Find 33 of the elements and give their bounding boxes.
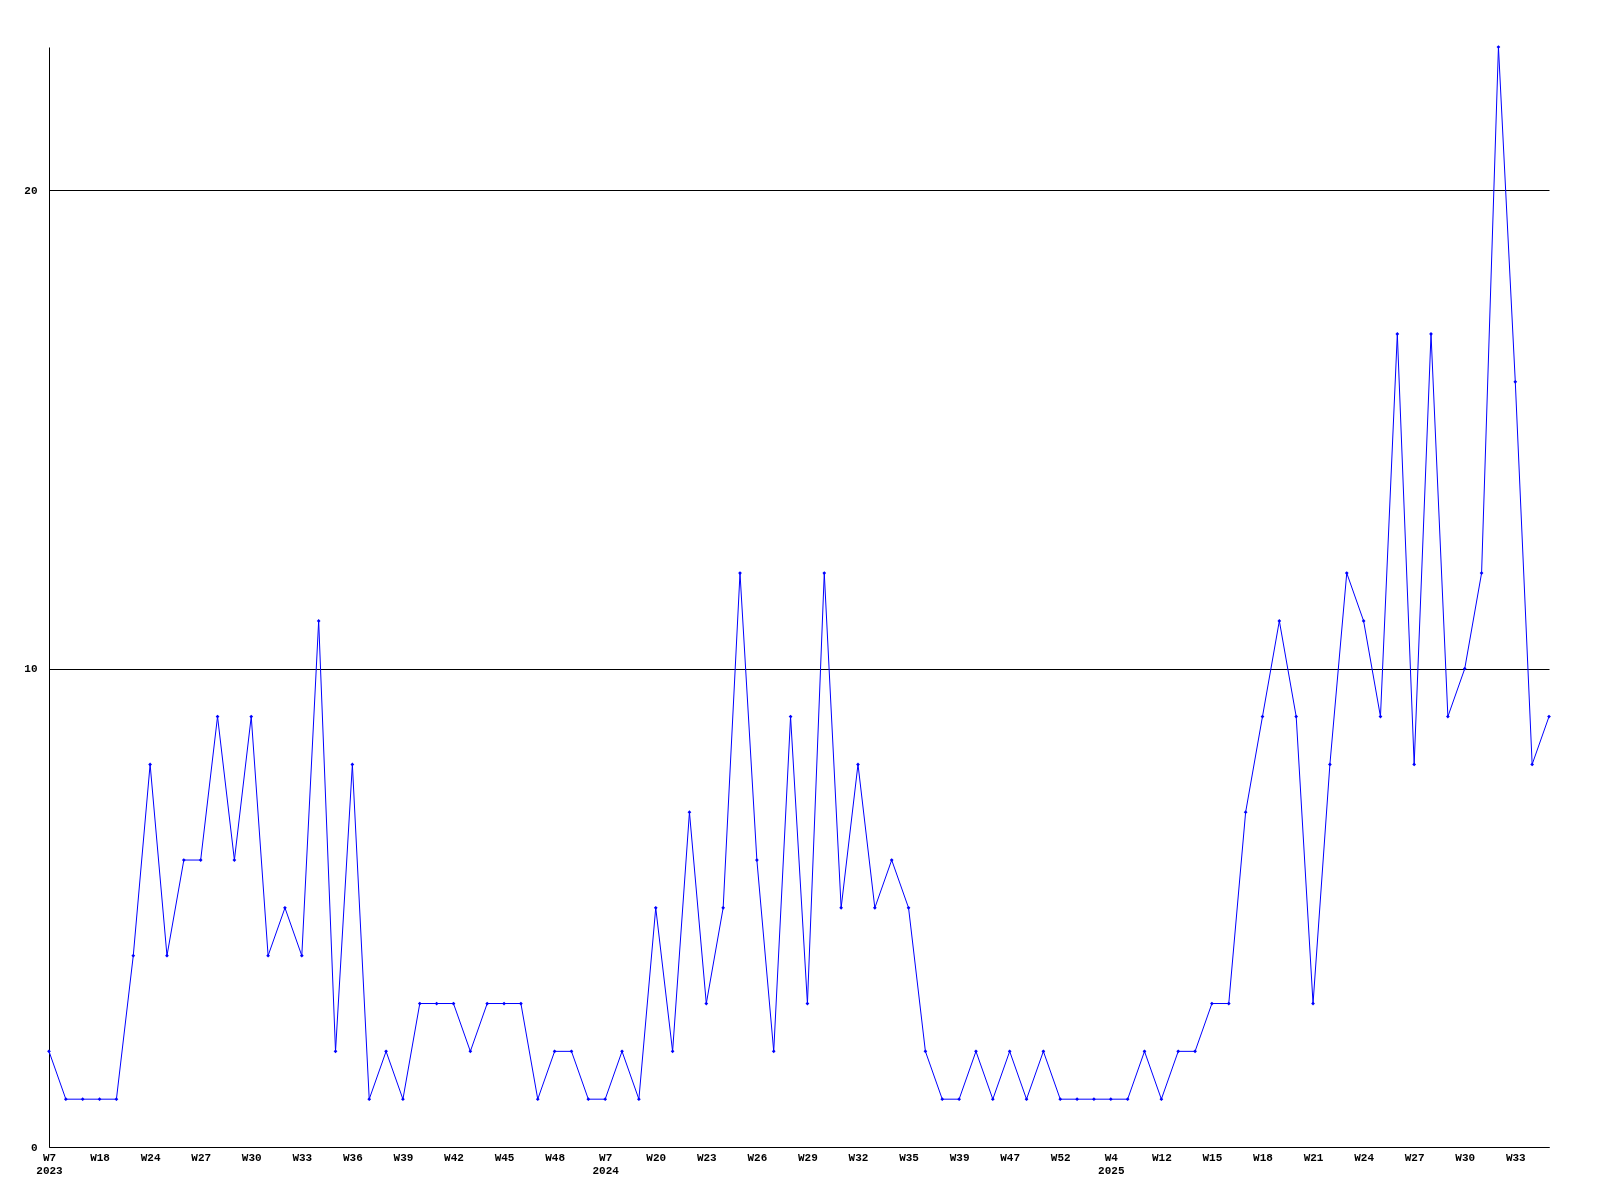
x-tick-label: W7 2023: [36, 1151, 64, 1177]
x-tick-label: W27: [1404, 1151, 1425, 1164]
x-tick-label: W39: [393, 1151, 414, 1164]
x-tick-label: W15: [1202, 1151, 1223, 1164]
x-tick-label: W7 2024: [592, 1151, 620, 1177]
x-tick-label: W47: [1000, 1151, 1021, 1164]
y-tick-label: 0: [30, 1141, 38, 1154]
x-tick-label: W21: [1303, 1151, 1324, 1164]
x-tick-label: W12: [1151, 1151, 1172, 1164]
y-tick-label: 10: [24, 663, 38, 676]
x-tick-label: W23: [696, 1151, 718, 1164]
x-tick-label: W36: [342, 1151, 363, 1164]
x-tick-label: W18: [90, 1151, 111, 1164]
x-tick-label: W35: [899, 1151, 920, 1164]
x-tick-label: W4 2025: [1098, 1151, 1125, 1177]
x-tick-label: W30: [1455, 1151, 1476, 1164]
x-tick-label: W24: [140, 1151, 161, 1164]
y-tick-label: 20: [24, 184, 38, 197]
x-tick-label: W24: [1354, 1151, 1375, 1164]
x-tick-label: W48: [545, 1151, 566, 1164]
x-tick-label: W18: [1253, 1151, 1274, 1164]
x-tick-label: W33: [1505, 1151, 1527, 1164]
x-tick-label: W33: [292, 1151, 313, 1164]
x-tick-label: W45: [494, 1151, 515, 1164]
x-tick-label: W29: [798, 1151, 818, 1164]
x-tick-label: W27: [191, 1151, 212, 1164]
x-tick-label: W30: [241, 1151, 262, 1164]
x-tick-label: W32: [848, 1151, 869, 1164]
x-tick-label: W20: [646, 1151, 667, 1164]
x-tick-label: W52: [1050, 1151, 1071, 1164]
x-tick-label: W39: [949, 1151, 970, 1164]
x-tick-label: W42: [444, 1151, 464, 1164]
x-tick-label: W26: [747, 1151, 768, 1164]
